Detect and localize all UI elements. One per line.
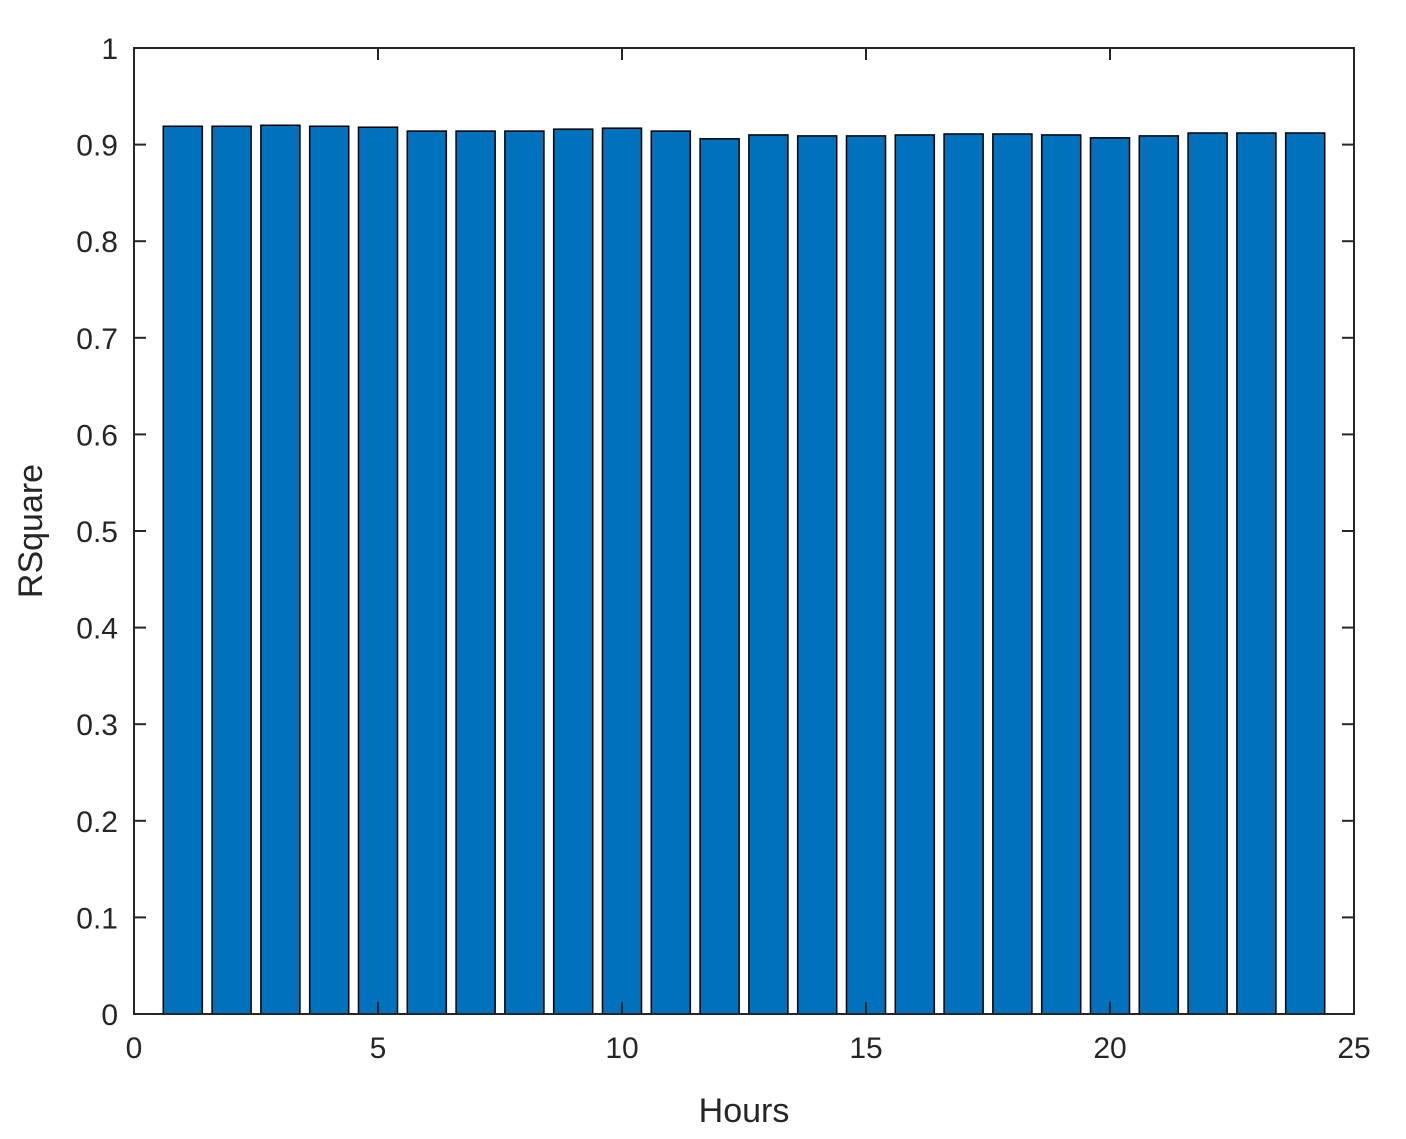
bar-hour-9 <box>552 128 594 1015</box>
x-tick-label: 20 <box>1093 1032 1126 1065</box>
y-tick-label: 0.2 <box>76 806 118 839</box>
y-tick-label: 0.5 <box>76 516 118 549</box>
bar-hour-8 <box>504 130 545 1015</box>
bar-hour-24 <box>1284 132 1326 1015</box>
bar-hour-19 <box>1040 134 1082 1015</box>
x-tick-label: 10 <box>605 1032 638 1065</box>
bar-hour-7 <box>455 130 496 1015</box>
y-tick-label: 0.7 <box>76 323 118 356</box>
bar-hour-18 <box>992 133 1033 1015</box>
bar-hour-21 <box>1138 135 1180 1015</box>
bar-hour-17 <box>943 133 984 1015</box>
x-axis-label: Hours <box>699 1092 790 1130</box>
y-tick-label: 0.8 <box>76 226 118 259</box>
bar-hour-14 <box>796 135 838 1015</box>
x-tick-label: 25 <box>1337 1032 1370 1065</box>
bar-hour-6 <box>406 130 448 1015</box>
bar-hour-12 <box>699 138 740 1015</box>
bar-hour-11 <box>650 130 692 1015</box>
y-tick-label: 0.6 <box>76 419 118 452</box>
tick-labels-group: 0 5 10 15 20 25 0 0.1 0.2 0.3 0.4 0.5 0.6 0.7 0.8 0.9 1 <box>76 33 1370 1065</box>
y-tick-label: 0.1 <box>76 902 118 935</box>
bar-hour-4 <box>308 125 350 1015</box>
x-tick-label: 0 <box>126 1032 143 1065</box>
bar-hour-20 <box>1089 137 1131 1015</box>
ticks-group <box>133 47 1355 1015</box>
bar-hour-22 <box>1187 132 1228 1015</box>
y-tick-label: 0.9 <box>76 130 118 163</box>
bar-hour-5 <box>357 126 399 1015</box>
bar-hour-1 <box>162 125 204 1015</box>
y-axis-label: RSquare <box>12 464 50 598</box>
bar-hour-2 <box>211 125 252 1015</box>
y-tick-label: 1 <box>101 33 118 66</box>
bar-hour-13 <box>748 134 789 1015</box>
bar-hour-3 <box>260 124 301 1015</box>
bar-hour-10 <box>601 127 643 1015</box>
bars-group <box>162 124 1326 1015</box>
y-tick-label: 0.4 <box>76 613 118 646</box>
y-tick-label: 0 <box>101 999 118 1032</box>
bar-hour-15 <box>845 135 887 1015</box>
x-tick-label: 5 <box>370 1032 387 1065</box>
y-tick-label: 0.3 <box>76 709 118 742</box>
bar-hour-16 <box>894 134 936 1015</box>
bar-hour-23 <box>1236 132 1277 1015</box>
x-tick-label: 15 <box>849 1032 882 1065</box>
